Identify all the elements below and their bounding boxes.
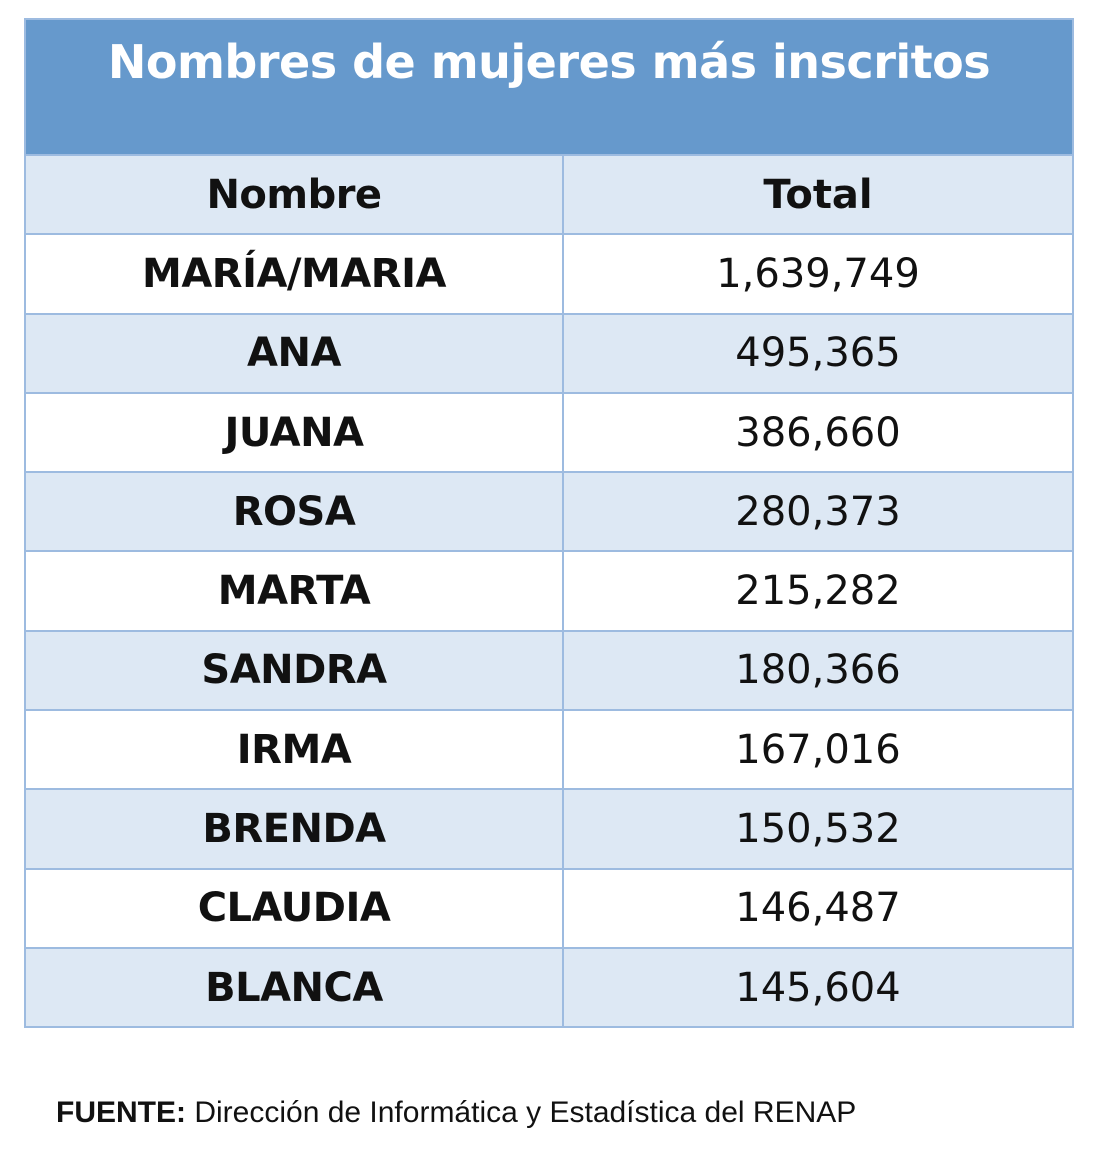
total-cell: 1,639,749 xyxy=(716,250,920,297)
total-cell: 495,365 xyxy=(735,330,901,377)
total-cell: 386,660 xyxy=(735,409,901,456)
table-row: JUANA 386,660 xyxy=(26,391,1072,472)
name-cell: CLAUDIA xyxy=(26,869,564,947)
name-cell: BLANCA xyxy=(26,948,564,1027)
table-row: MARTA 215,282 xyxy=(26,550,1072,630)
table-row: IRMA 167,016 xyxy=(26,709,1072,789)
name-cell: MARTA xyxy=(26,552,564,630)
name-cell: JUANA xyxy=(26,393,564,472)
name-cell: ANA xyxy=(26,314,564,392)
total-cell: 215,282 xyxy=(735,568,901,615)
source-label: FUENTE: xyxy=(56,1096,186,1129)
total-cell: 167,016 xyxy=(735,726,901,773)
total-cell: 146,487 xyxy=(735,885,901,932)
name-cell: SANDRA xyxy=(26,631,564,710)
name-cell: MARÍA/MARIA xyxy=(26,235,564,313)
table-row: BRENDA 150,532 xyxy=(26,788,1072,868)
table-header-row: Nombre Total xyxy=(26,154,1072,234)
name-cell: ROSA xyxy=(26,473,564,551)
table-title: Nombres de mujeres más inscritos xyxy=(26,20,1072,154)
total-cell: 145,604 xyxy=(735,964,901,1011)
total-cell: 150,532 xyxy=(735,806,901,853)
source-note: FUENTE: Dirección de Informática y Estad… xyxy=(56,1096,856,1130)
table-row: MARÍA/MARIA 1,639,749 xyxy=(26,233,1072,313)
names-table: Nombres de mujeres más inscritos Nombre … xyxy=(24,18,1074,1029)
total-cell: 180,366 xyxy=(735,647,901,694)
name-cell: BRENDA xyxy=(26,790,564,868)
source-text: Dirección de Informática y Estadística d… xyxy=(186,1096,857,1129)
name-cell: IRMA xyxy=(26,711,564,789)
table-row: CLAUDIA 146,487 xyxy=(26,867,1072,947)
table-row: SANDRA 180,366 xyxy=(26,629,1072,710)
table-row: ROSA 280,373 xyxy=(26,471,1072,551)
table-row: BLANCA 145,604 xyxy=(26,946,1072,1027)
column-header-total: Total xyxy=(763,171,873,218)
total-cell: 280,373 xyxy=(735,488,901,535)
table-row: ANA 495,365 xyxy=(26,312,1072,392)
column-header-nombre: Nombre xyxy=(26,156,564,234)
